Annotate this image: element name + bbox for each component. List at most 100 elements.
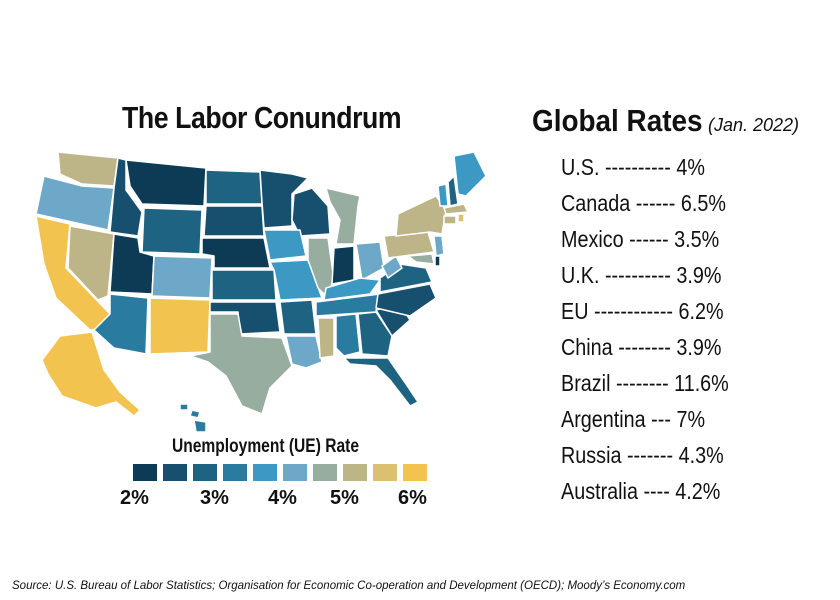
legend-tick-4: 4% bbox=[268, 487, 297, 509]
rate-country: Mexico bbox=[561, 226, 624, 252]
rate-country: Brazil bbox=[561, 370, 611, 396]
legend-swatch-10 bbox=[403, 464, 427, 481]
state-north-carolina bbox=[375, 283, 437, 317]
state-south-dakota bbox=[203, 205, 265, 237]
rate-country: Australia bbox=[561, 478, 638, 504]
state-ohio bbox=[355, 241, 385, 281]
rate-value: 3.9% bbox=[676, 334, 722, 360]
state-louisiana bbox=[285, 335, 323, 369]
rate-leader: ---- bbox=[643, 478, 670, 504]
state-delaware bbox=[434, 255, 441, 267]
rate-leader: --- bbox=[651, 406, 671, 432]
state-oregon bbox=[35, 175, 115, 231]
state-missouri bbox=[269, 259, 323, 301]
rate-value: 4.2% bbox=[675, 478, 721, 504]
state-arkansas bbox=[279, 299, 317, 335]
global-rates-title: Global Rates bbox=[532, 103, 703, 138]
legend-swatch-8 bbox=[343, 464, 367, 481]
legend-tick-3: 3% bbox=[200, 487, 229, 509]
legend-tick-2: 2% bbox=[120, 487, 149, 509]
state-new-jersey bbox=[433, 235, 445, 257]
legend-swatch-5 bbox=[253, 464, 277, 481]
state-massachusetts bbox=[443, 203, 469, 215]
rate-leader: -------- bbox=[615, 370, 669, 396]
global-rates-list: U.S. ---------- 4% Canada ------ 6.5% Me… bbox=[561, 149, 756, 509]
state-maine bbox=[453, 151, 487, 197]
rate-value: 3.9% bbox=[676, 262, 722, 288]
state-texas bbox=[189, 313, 293, 415]
rate-country: U.K. bbox=[561, 262, 600, 288]
rate-row: Argentina --- 7% bbox=[561, 401, 729, 437]
legend-swatch-4 bbox=[223, 464, 247, 481]
state-indiana bbox=[331, 245, 355, 285]
state-nevada bbox=[67, 225, 115, 301]
rate-leader: ------ bbox=[635, 190, 676, 216]
state-minnesota bbox=[259, 169, 309, 229]
state-mississippi bbox=[317, 317, 335, 359]
state-nebraska bbox=[201, 237, 271, 269]
legend-swatch-3 bbox=[193, 464, 217, 481]
rate-leader: ---------- bbox=[604, 262, 671, 288]
rate-country: Russia bbox=[561, 442, 622, 468]
state-alaska bbox=[41, 331, 141, 417]
legend-swatch-9 bbox=[373, 464, 397, 481]
rate-value: 4% bbox=[676, 154, 705, 180]
us-unemployment-map bbox=[35, 151, 487, 433]
rate-row: U.K. ---------- 3.9% bbox=[561, 257, 729, 293]
rate-row: Australia ---- 4.2% bbox=[561, 473, 729, 509]
legend-swatch-2 bbox=[163, 464, 187, 481]
rate-value: 3.5% bbox=[674, 226, 720, 252]
legend-tick-5: 5% bbox=[330, 487, 359, 509]
map-title: The Labor Conundrum bbox=[122, 100, 402, 135]
state-kentucky bbox=[323, 277, 381, 301]
rate-row: Russia ------- 4.3% bbox=[561, 437, 729, 473]
state-florida bbox=[343, 357, 419, 407]
state-michigan bbox=[325, 187, 361, 245]
rate-row: EU ------------ 6.2% bbox=[561, 293, 729, 329]
legend-tick-6: 6% bbox=[398, 487, 427, 509]
rate-value: 11.6% bbox=[674, 370, 729, 396]
state-idaho bbox=[109, 157, 143, 237]
state-hawaii-2 bbox=[189, 409, 201, 419]
state-iowa bbox=[263, 229, 307, 261]
state-arizona bbox=[93, 293, 149, 355]
state-new-york bbox=[395, 195, 447, 237]
rate-leader: ------ bbox=[629, 226, 669, 252]
state-tennessee bbox=[315, 293, 381, 317]
state-north-dakota bbox=[205, 169, 263, 205]
rate-value: 6.5% bbox=[680, 190, 726, 216]
state-wisconsin bbox=[291, 187, 331, 237]
rate-value: 6.2% bbox=[678, 298, 724, 324]
rate-leader: -------- bbox=[618, 334, 671, 360]
rate-leader: ------- bbox=[626, 442, 674, 468]
state-kansas bbox=[211, 269, 277, 301]
state-alabama bbox=[335, 313, 361, 357]
state-wyoming bbox=[141, 207, 203, 255]
state-connecticut bbox=[443, 215, 457, 225]
legend-swatch-1 bbox=[133, 464, 157, 481]
state-vermont bbox=[437, 183, 449, 207]
rate-country: China bbox=[561, 334, 613, 360]
state-rhode-island bbox=[457, 213, 465, 223]
state-colorado bbox=[151, 255, 213, 299]
state-maryland bbox=[407, 253, 435, 265]
source-note: Source: U.S. Bureau of Labor Statistics;… bbox=[12, 580, 686, 592]
rate-country: EU bbox=[561, 298, 589, 324]
rate-country: Canada bbox=[561, 190, 631, 216]
state-hawaii-3 bbox=[193, 419, 207, 433]
legend-title: Unemployment (UE) Rate bbox=[172, 436, 359, 457]
rate-leader: ------------ bbox=[593, 298, 674, 324]
state-hawaii-1 bbox=[179, 403, 189, 411]
state-new-mexico bbox=[149, 297, 211, 355]
rate-country: U.S. bbox=[561, 154, 600, 180]
state-montana bbox=[125, 159, 207, 207]
state-west-virginia bbox=[381, 255, 403, 279]
legend-swatch-7 bbox=[313, 464, 337, 481]
rate-leader: ---------- bbox=[604, 154, 671, 180]
rate-row: China -------- 3.9% bbox=[561, 329, 729, 365]
legend-swatch-6 bbox=[283, 464, 307, 481]
rate-value: 7% bbox=[676, 406, 706, 432]
rate-country: Argentina bbox=[561, 406, 646, 432]
state-washington bbox=[57, 151, 119, 187]
rate-row: Mexico ------ 3.5% bbox=[561, 221, 729, 257]
